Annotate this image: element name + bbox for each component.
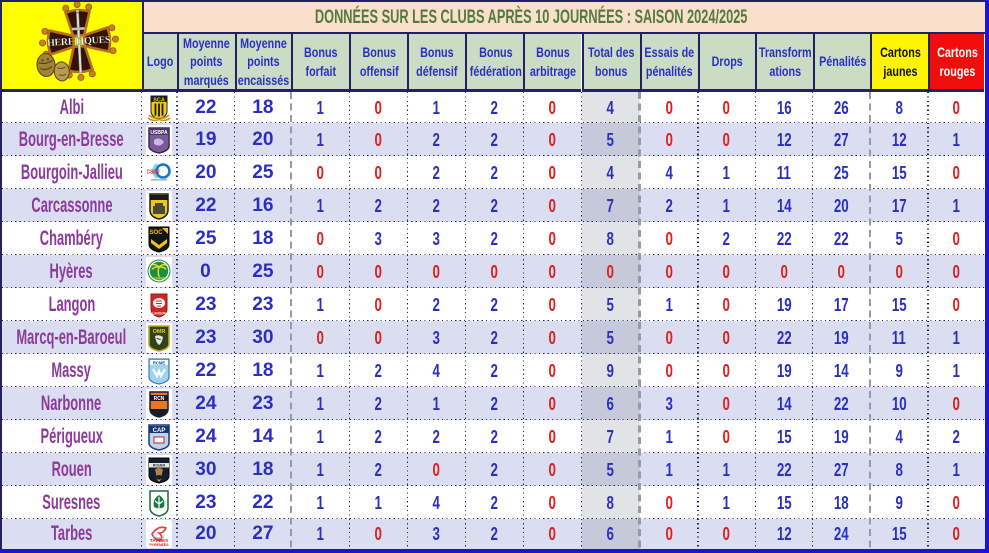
svg-text:ROUEN: ROUEN xyxy=(153,463,166,467)
svg-text:ASHRC: ASHRC xyxy=(153,276,166,280)
svg-text:PYRENEES: PYRENEES xyxy=(150,543,170,547)
svg-text:SCA: SCA xyxy=(153,97,165,103)
svg-text:OMR: OMR xyxy=(153,329,166,335)
svg-text:HERETIQUES: HERETIQUES xyxy=(47,35,111,49)
svg-text:SOC: SOC xyxy=(150,230,164,236)
svg-text:RCN: RCN xyxy=(154,396,165,402)
svg-text:CAP: CAP xyxy=(153,428,166,434)
svg-text:RCME: RCME xyxy=(153,360,166,365)
svg-text:USBPA: USBPA xyxy=(151,130,169,136)
svg-text:CSBJ: CSBJ xyxy=(147,169,160,175)
svg-text:LANGON: LANGON xyxy=(152,311,167,315)
svg-text:TARBES: TARBES xyxy=(150,538,168,543)
